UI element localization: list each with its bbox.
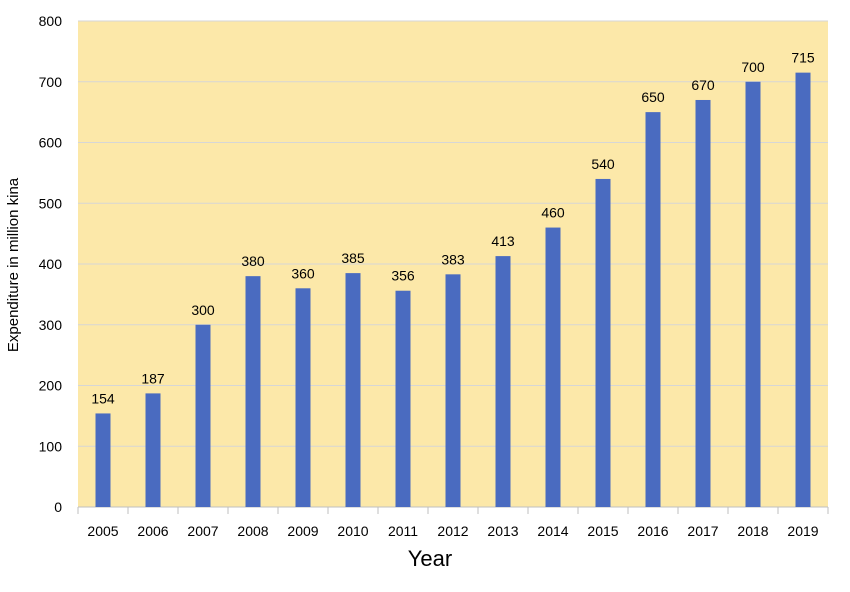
- bar: [245, 276, 261, 507]
- bar: [795, 72, 811, 507]
- y-tick-label: 500: [39, 195, 63, 211]
- bar: [645, 112, 661, 507]
- y-tick-label: 0: [54, 499, 62, 515]
- data-label: 187: [141, 370, 165, 386]
- x-tick-label: 2018: [737, 523, 768, 539]
- x-tick-label: 2016: [637, 523, 668, 539]
- data-label: 356: [391, 268, 415, 284]
- data-label: 650: [641, 89, 665, 105]
- bar: [495, 256, 511, 507]
- data-label: 460: [541, 205, 565, 221]
- y-tick-label: 800: [39, 13, 63, 29]
- x-tick-label: 2012: [437, 523, 468, 539]
- data-label: 383: [441, 251, 465, 267]
- x-tick-label: 2013: [487, 523, 518, 539]
- data-label: 300: [191, 302, 215, 318]
- x-tick-label: 2008: [237, 523, 268, 539]
- bar: [345, 273, 361, 507]
- data-label: 385: [341, 250, 365, 266]
- x-tick-label: 2005: [87, 523, 118, 539]
- x-tick-label: 2017: [687, 523, 718, 539]
- data-labels: 154 187 300 380 360 385 356 383 413 460 540 650 670 7…: [91, 50, 815, 407]
- data-label: 380: [241, 253, 265, 269]
- bars: [95, 72, 811, 508]
- data-label: 700: [741, 59, 765, 75]
- x-tick-label: 2009: [287, 523, 318, 539]
- y-tick-label: 300: [39, 317, 63, 333]
- y-tick-label: 700: [39, 74, 63, 90]
- x-tick-label: 2014: [537, 523, 568, 539]
- y-tick-label: 400: [39, 256, 63, 272]
- y-tick-label: 200: [39, 378, 63, 394]
- bar: [595, 178, 611, 507]
- x-tick-label: 2010: [337, 523, 368, 539]
- data-label: 540: [591, 156, 615, 172]
- x-axis-ticks: 2005 2006 2007 2008 2009 2010 2011 2012 2013 2014…: [87, 523, 818, 539]
- data-label: 154: [91, 390, 115, 406]
- x-tick-label: 2019: [787, 523, 818, 539]
- y-tick-label: 100: [39, 438, 63, 454]
- bar: [395, 290, 411, 507]
- y-axis-ticks: 0 100 200 300 400 500 600 700 800: [39, 13, 63, 515]
- x-tick-label: 2011: [388, 523, 418, 539]
- bar: [745, 81, 761, 507]
- bar: [295, 288, 311, 507]
- bar: [145, 393, 161, 507]
- bar: [545, 227, 561, 508]
- bar: [445, 274, 461, 507]
- data-label: 670: [691, 77, 715, 93]
- x-tick-label: 2006: [137, 523, 168, 539]
- data-label: 715: [791, 50, 815, 66]
- x-tick-label: 2015: [587, 523, 618, 539]
- data-label: 360: [291, 265, 315, 281]
- bar: [195, 324, 211, 507]
- x-axis-title: Year: [408, 546, 452, 571]
- y-tick-label: 600: [39, 135, 63, 151]
- x-tick-label: 2007: [187, 523, 218, 539]
- bar: [95, 413, 111, 507]
- bar: [695, 99, 711, 507]
- y-axis-title: Expenditure in million kina: [5, 177, 22, 352]
- data-label: 413: [491, 233, 515, 249]
